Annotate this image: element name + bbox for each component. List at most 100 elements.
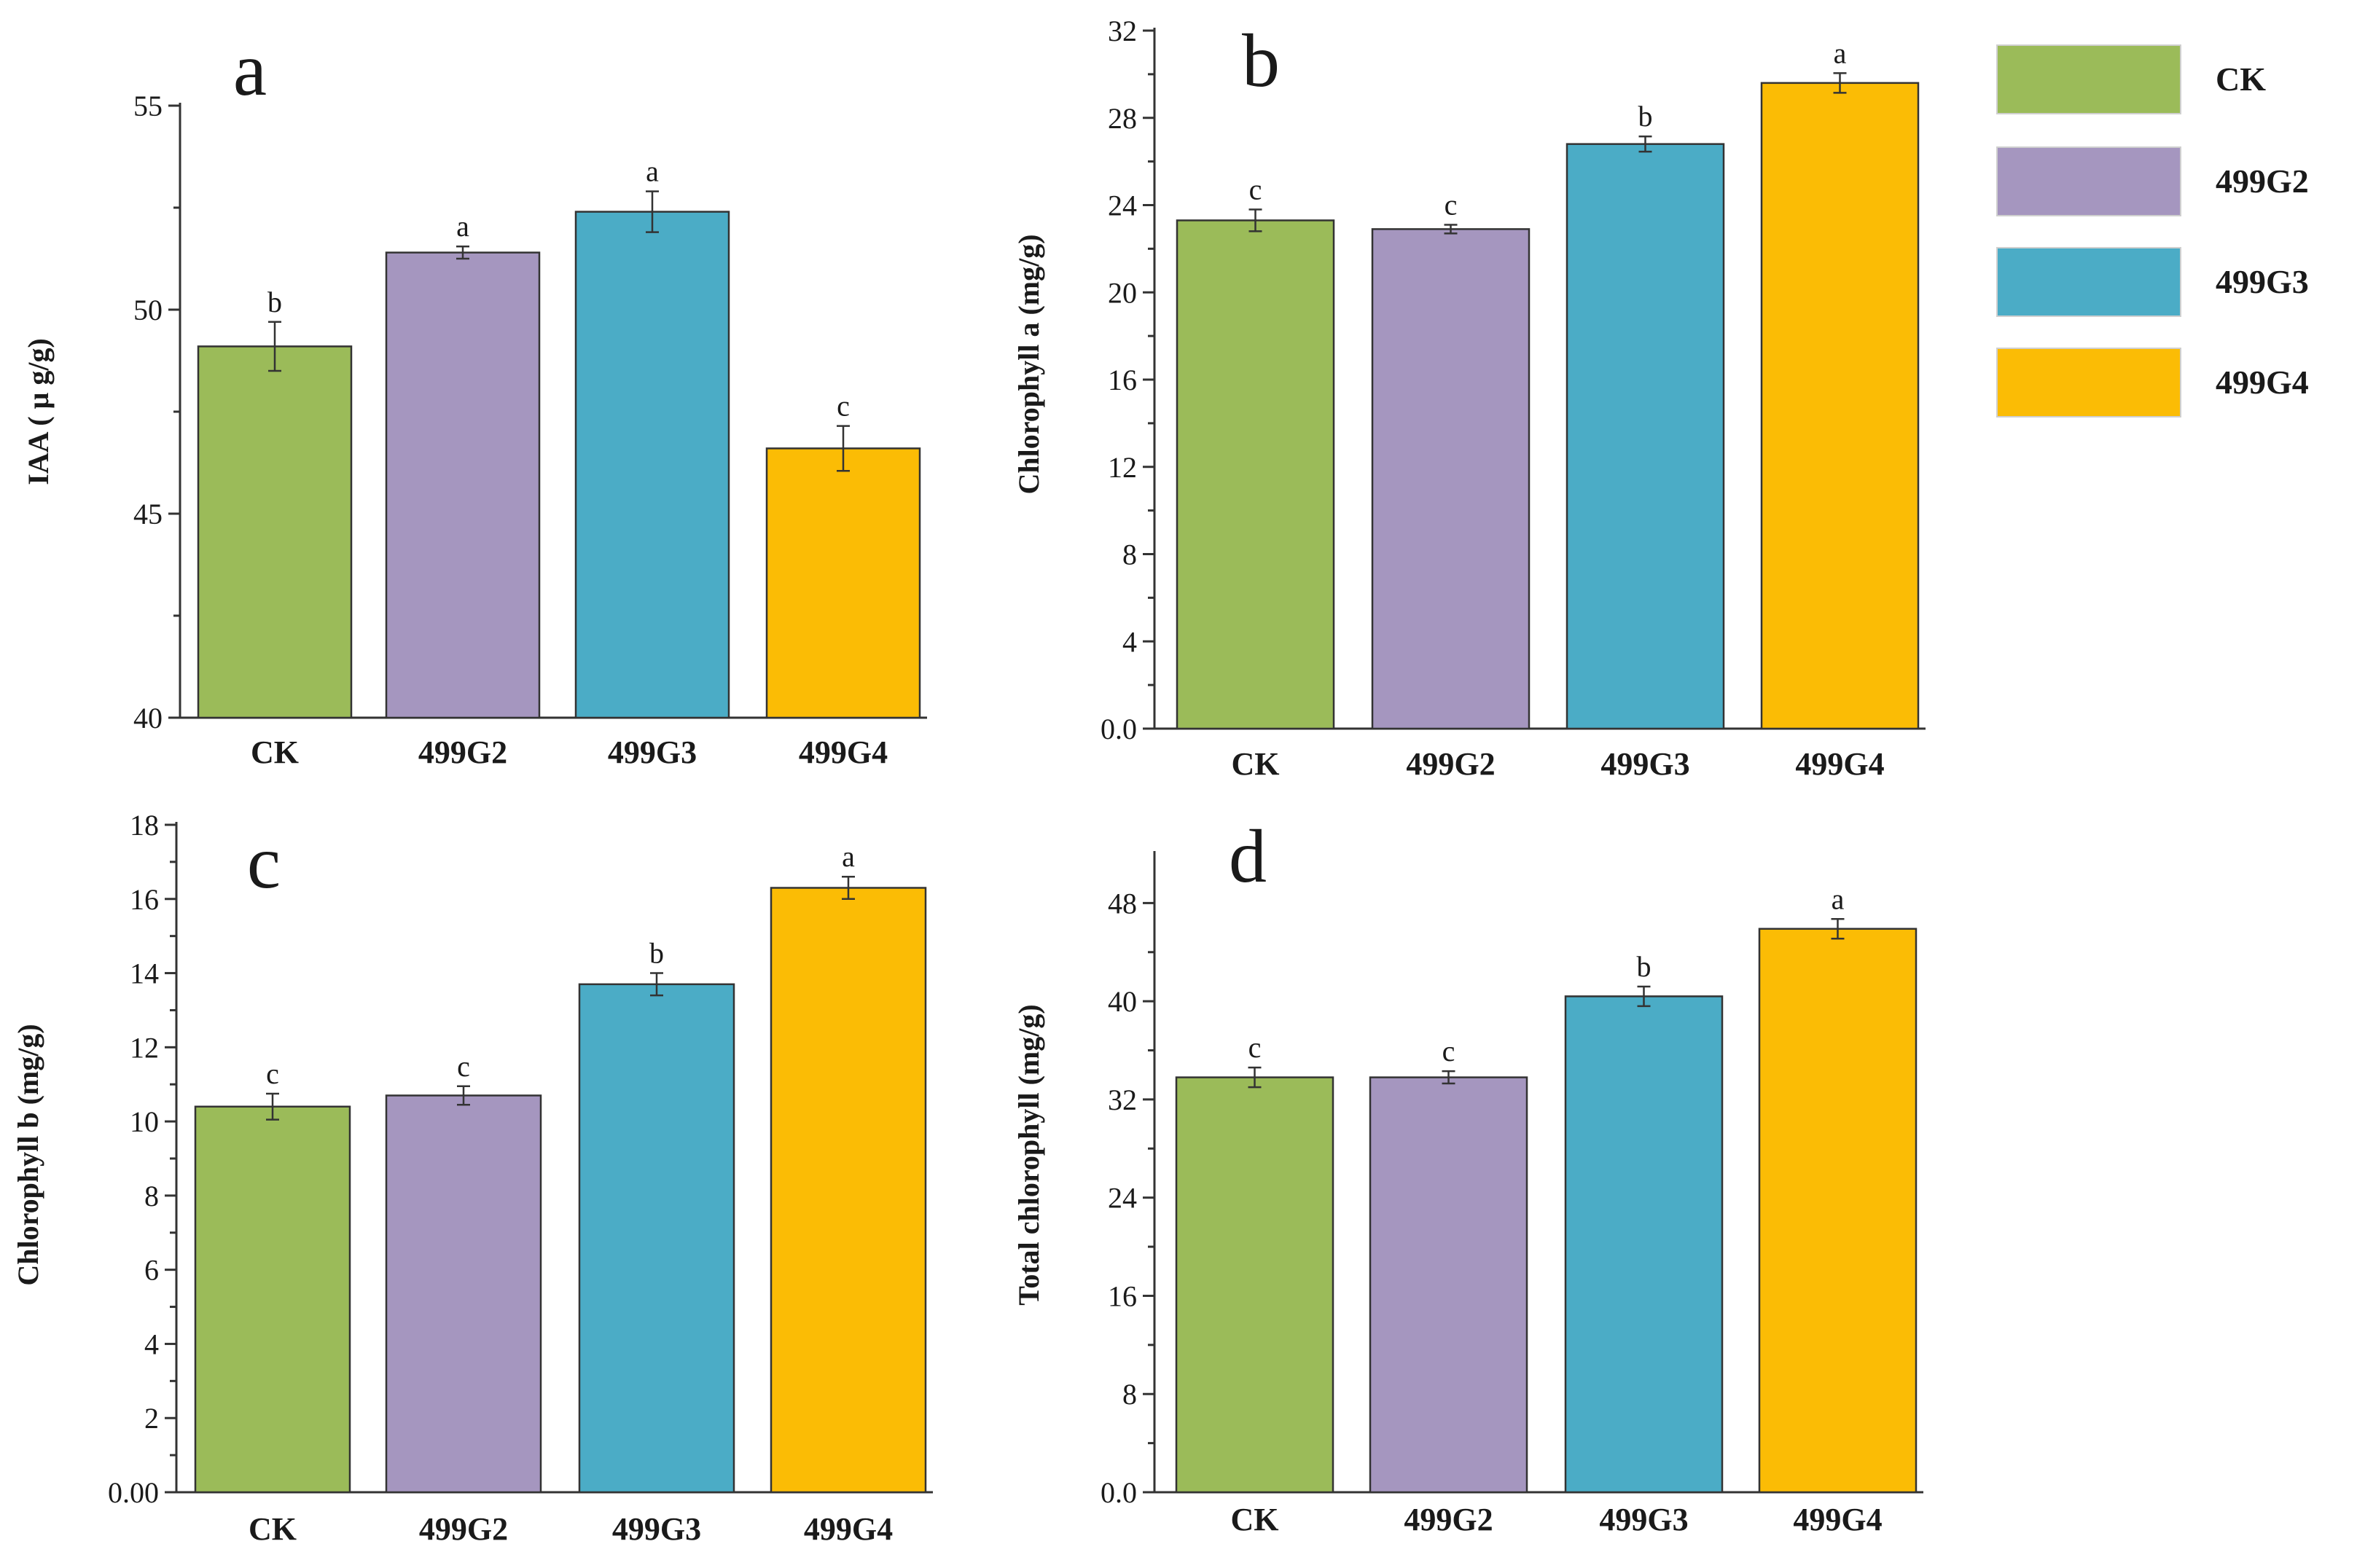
panel-a-y-tick-label: 40 [133, 702, 163, 734]
panel-d-y-tick-label: 32 [1108, 1083, 1137, 1116]
legend-label-499g2: 499G2 [2216, 162, 2309, 200]
panel-b-category-label-499g4: 499G4 [1795, 746, 1884, 782]
panel-d-significance-label-499g2: c [1442, 1035, 1455, 1067]
panel-d-category-label-499g2: 499G2 [1404, 1502, 1493, 1537]
panel-b-error-bar-499g3 [1638, 135, 1652, 153]
panel-b-y-tick-label: 20 [1108, 276, 1137, 309]
panel-b-category-label-499g3: 499G3 [1600, 746, 1689, 782]
panel-b-bar-499g3 [1566, 143, 1725, 730]
legend-swatch-ck [1996, 44, 2181, 114]
panel-b-y-axis-title: Chlorophyll a (mg/g) [1012, 234, 1045, 494]
panel-a-category-label-499g2: 499G2 [418, 734, 507, 770]
panel-c-y-tick-label: 4 [144, 1328, 159, 1360]
panel-d-bar-ck [1175, 1076, 1334, 1494]
panel-b-bar-ck [1176, 219, 1335, 730]
panel-c-error-bar-499g2 [457, 1085, 470, 1106]
panel-a-chart: a IAA ( μ g/g) 40 45 50 55 b CK a 499G2 a 499G3 c 4… [22, 28, 927, 770]
panel-b-error-bar-499g2 [1444, 224, 1458, 235]
panel-b-y-tick-label: 28 [1108, 102, 1137, 135]
panel-a-y-axis-title: IAA ( μ g/g) [22, 338, 55, 485]
panel-c-category-label-499g4: 499G4 [804, 1511, 893, 1547]
panel-b-significance-label-ck: c [1249, 173, 1262, 205]
panel-a-bar-ck [197, 345, 353, 719]
panel-a-significance-label-ck: b [267, 286, 282, 318]
panel-b-y-tick-label: 16 [1108, 364, 1137, 396]
panel-c-significance-label-499g2: c [457, 1050, 470, 1083]
panel-a-bar-499g2 [385, 251, 541, 719]
panel-c-y-tick-label: 2 [144, 1402, 159, 1435]
panel-d-bar-499g2 [1369, 1076, 1528, 1494]
panel-d-bar-499g3 [1564, 995, 1724, 1494]
panel-c-category-label-499g3: 499G3 [612, 1511, 701, 1547]
panel-b-category-label-499g2: 499G2 [1406, 746, 1495, 782]
panel-d-y-axis-title: Total chlorophyll (mg/g) [1012, 1004, 1045, 1305]
panel-a-significance-label-499g2: a [456, 210, 469, 243]
panel-b-bar-499g4 [1760, 82, 1920, 730]
panel-b-error-bar-499g4 [1833, 72, 1847, 94]
panel-d-y-tick-label: 40 [1108, 985, 1137, 1018]
panel-c-y-tick-label: 16 [130, 883, 159, 916]
panel-c-significance-label-499g4: a [842, 840, 855, 873]
panel-a-category-label-499g4: 499G4 [799, 734, 888, 770]
panel-d-significance-label-ck: c [1248, 1031, 1262, 1064]
panel-a-error-bar-ck [268, 321, 281, 372]
panel-b-significance-label-499g4: a [1834, 36, 1847, 69]
panel-d-y-tick-label: 8 [1122, 1378, 1137, 1411]
panel-c-y-axis-title: Chlorophyll b (mg/g) [12, 1024, 44, 1285]
panel-b-letter: b [1242, 19, 1280, 103]
panel-c-y-tick-label: 14 [130, 957, 159, 990]
panel-a-y-tick-label: 45 [133, 498, 163, 530]
panel-b-y-tick-label: 0.0 [1101, 713, 1137, 745]
panel-b-category-label-ck: CK [1232, 746, 1280, 782]
panel-b-y-tick-label: 32 [1108, 15, 1137, 47]
panel-c-error-bar-499g4 [842, 875, 855, 901]
panel-c-bar-499g4 [770, 887, 927, 1494]
panel-a-error-bar-499g4 [837, 425, 850, 472]
panel-c-y-tick-label: 0.00 [108, 1476, 159, 1509]
legend-label-499g4: 499G4 [2216, 364, 2309, 401]
panel-d-y-tick-label: 16 [1108, 1279, 1137, 1312]
panel-d-significance-label-499g3: b [1637, 950, 1652, 983]
panel-a-significance-label-499g4: c [837, 390, 850, 423]
panel-a-category-label-499g3: 499G3 [608, 734, 697, 770]
panel-a-error-bar-499g2 [456, 245, 469, 260]
panel-b-y-tick-label: 24 [1108, 189, 1137, 222]
panel-c-category-label-ck: CK [249, 1511, 297, 1547]
panel-c-error-bar-ck [266, 1092, 279, 1121]
panel-d-letter: d [1229, 815, 1267, 898]
panel-c-bar-499g2 [385, 1094, 542, 1494]
panel-d-category-label-499g3: 499G3 [1599, 1502, 1688, 1537]
panel-d-y-tick-label: 48 [1108, 887, 1137, 920]
panel-d-chart: d Total chlorophyll (mg/g) 0.0 8 16 24 32 40 4… [1012, 815, 1923, 1537]
panel-d-significance-label-499g4: a [1832, 882, 1845, 915]
panel-b-error-bar-ck [1248, 208, 1262, 232]
panel-b-y-tick-label: 8 [1122, 538, 1137, 571]
panel-a-significance-label-499g3: a [646, 155, 659, 188]
legend-label-499g3: 499G3 [2216, 263, 2309, 300]
panel-a-y-tick-label: 50 [133, 294, 163, 326]
panel-c-y-tick-label: 12 [130, 1031, 159, 1064]
panel-a-bar-499g4 [765, 447, 921, 719]
panel-b-significance-label-499g2: c [1445, 188, 1458, 221]
legend-swatch-499g4 [1996, 348, 2181, 418]
panel-c-bar-ck [194, 1105, 351, 1494]
panel-b-y-tick-label: 4 [1122, 625, 1137, 658]
panel-a-y-tick-label: 55 [133, 90, 163, 122]
panel-b-chart: b Chlorophyll a (mg/g) 0.0 4 8 12 16 20 24 28 32… [1012, 15, 1926, 782]
panel-d-bar-499g4 [1758, 928, 1918, 1494]
panel-d-error-bar-499g2 [1442, 1070, 1455, 1085]
panel-a-error-bar-499g3 [646, 190, 659, 233]
panel-c-y-tick-label: 6 [144, 1254, 159, 1287]
panel-d-category-label-499g4: 499G4 [1793, 1502, 1882, 1537]
panel-c-y-tick-label: 10 [130, 1105, 159, 1138]
panel-b-significance-label-499g3: b [1638, 100, 1653, 133]
panel-d-y-tick-label: 24 [1108, 1182, 1137, 1215]
panel-d-error-bar-ck [1248, 1066, 1262, 1089]
panel-b-bar-499g2 [1371, 228, 1531, 730]
panel-c-y-tick-label: 8 [144, 1180, 159, 1212]
panel-c-letter: c [247, 820, 281, 904]
panel-a-letter: a [233, 28, 267, 111]
panel-c-category-label-499g2: 499G2 [419, 1511, 508, 1547]
panel-d-category-label-ck: CK [1231, 1502, 1279, 1537]
panel-a-bar-499g3 [574, 211, 730, 719]
